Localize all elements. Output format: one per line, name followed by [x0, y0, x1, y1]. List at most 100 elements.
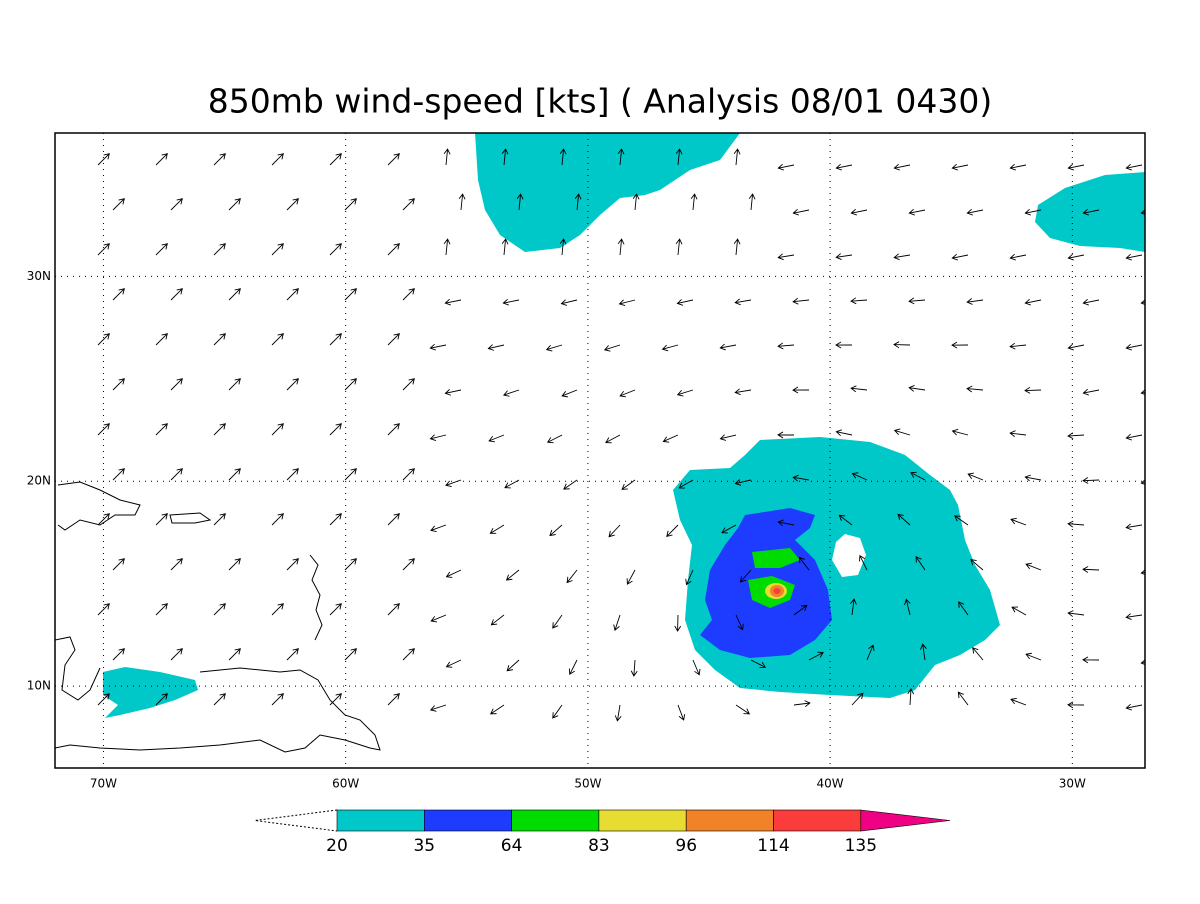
wind-arrow — [502, 389, 520, 397]
wind-arrow — [1140, 659, 1145, 665]
wind-arrow — [228, 468, 241, 481]
wind-arrow — [1140, 569, 1145, 575]
wind-arrow — [112, 378, 125, 391]
wind-arrow — [866, 644, 875, 661]
wind-arrow — [951, 163, 969, 171]
colorbar-box — [773, 809, 862, 832]
wind-arrow — [170, 468, 183, 481]
wind-arrow — [387, 693, 400, 706]
wind-arrow — [344, 288, 357, 301]
wind-arrow — [1125, 523, 1143, 531]
wind-arrow — [490, 614, 505, 626]
wind-arrow — [286, 468, 299, 481]
wind-arrow — [739, 569, 752, 583]
wind-arrow — [1067, 610, 1085, 617]
wind-arrow — [777, 431, 795, 439]
wind-arrow — [170, 288, 183, 301]
lat-label: 30N — [27, 269, 51, 283]
wind-arrow — [430, 614, 447, 623]
wind-arrow — [213, 603, 226, 616]
wind-arrow — [213, 153, 226, 166]
wind-arrow — [792, 474, 810, 482]
wind-arrow — [1082, 298, 1100, 306]
wind-arrow — [1009, 430, 1027, 438]
wind-arrow — [1067, 432, 1085, 440]
wind-arrow — [387, 243, 400, 256]
wind-arrow — [605, 434, 621, 444]
wind-arrow — [489, 704, 505, 715]
wind-arrow — [1082, 388, 1100, 396]
wind-arrow — [674, 614, 682, 632]
title: 850mb wind-speed [kts] ( Analysis 08/01 … — [208, 82, 992, 121]
wind-arrow — [719, 434, 737, 441]
wind-arrow — [1011, 606, 1027, 616]
wind-arrow — [1082, 566, 1100, 573]
wind-arrow — [630, 659, 638, 677]
wind-arrow — [613, 614, 621, 632]
wind-arrow — [228, 288, 241, 301]
wind-arrow — [271, 153, 284, 166]
wind-arrow — [1125, 253, 1143, 261]
wind-arrow — [97, 693, 110, 706]
wind-arrow — [286, 198, 299, 211]
wind-arrow — [777, 163, 795, 171]
wind-arrow — [155, 333, 168, 346]
wind-arrow — [1125, 343, 1143, 351]
wind-arrow — [97, 153, 110, 166]
map-frame — [54, 132, 1146, 769]
wind-arrow — [690, 193, 698, 211]
wind-arrow — [329, 153, 342, 166]
wind-arrow — [677, 704, 686, 721]
wind-arrow — [1125, 703, 1143, 711]
wind-arrow — [617, 148, 625, 166]
wind-arrow — [748, 193, 756, 211]
wind-arrow — [1082, 477, 1100, 484]
wind-arrow — [213, 243, 226, 256]
wind-arrow — [112, 558, 125, 571]
wind-arrow — [1067, 343, 1085, 351]
wind-arrow — [966, 208, 984, 216]
wind-arrow — [1125, 163, 1143, 171]
wind-arrow — [617, 238, 625, 256]
wind-arrow — [402, 558, 415, 571]
wind-arrow — [329, 243, 342, 256]
wind-arrow — [286, 378, 299, 391]
wind-arrow — [719, 343, 737, 351]
wind-arrow — [1067, 520, 1085, 528]
wind-arrow — [733, 238, 741, 256]
wind-arrow — [675, 238, 683, 256]
colorbar-label: 96 — [675, 836, 697, 856]
wind-arrow — [1067, 163, 1085, 171]
colorbar-underflow — [254, 809, 338, 832]
wind-arrow — [501, 148, 509, 166]
wind-arrow — [893, 253, 911, 261]
wind-arrow — [112, 468, 125, 481]
wind-arrow — [552, 614, 563, 629]
wind-arrow — [1140, 299, 1145, 305]
wind-arrow — [97, 513, 110, 526]
wind-arrow — [458, 193, 466, 211]
wind-arrow — [1025, 652, 1042, 661]
wind-arrow — [574, 193, 582, 211]
wind-arrow — [735, 614, 744, 631]
wind-arrow — [505, 569, 520, 581]
wind-arrow — [662, 434, 679, 443]
wind-arrow — [793, 700, 811, 707]
wind-arrow — [632, 193, 640, 211]
wind-arrow — [951, 341, 969, 349]
wind-arrow — [1140, 389, 1145, 395]
wind-arrow — [563, 479, 578, 490]
lon-label: 50W — [574, 777, 601, 791]
wind-arrow — [286, 648, 299, 661]
wind-arrow — [329, 693, 342, 706]
wind-arrow — [402, 198, 415, 211]
wind-arrow — [614, 704, 622, 722]
wind-arrow — [915, 555, 926, 571]
wind-arrow — [1140, 479, 1145, 485]
wind-arrow — [344, 648, 357, 661]
wind-arrow — [402, 468, 415, 481]
wind-arrow — [904, 598, 911, 616]
wind-arrow — [155, 243, 168, 256]
wind-arrow — [951, 253, 969, 261]
wind-arrow — [387, 333, 400, 346]
